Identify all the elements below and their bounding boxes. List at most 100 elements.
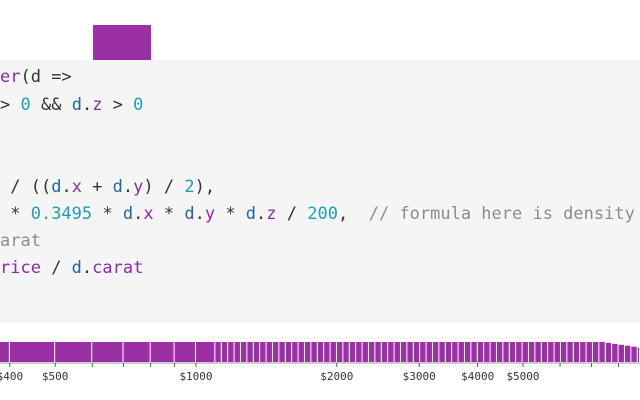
histogram-bar: [150, 342, 174, 362]
code-token: &&: [30, 95, 72, 115]
code-token: .: [81, 258, 93, 278]
histogram-bar: [174, 342, 195, 362]
histogram-bar: [471, 342, 477, 362]
code-token: d: [71, 95, 82, 115]
histogram-bar: [599, 342, 605, 362]
histogram-bar: [279, 342, 285, 362]
histogram-bar: [413, 342, 420, 362]
histogram-bar: [586, 342, 592, 362]
code-token: *: [0, 204, 31, 224]
code-token: (d =>: [20, 67, 72, 87]
code-cell[interactable]: er(d => > 0 && d.z > 0 / ((d.x + d.y) / 2…: [0, 60, 640, 323]
histogram-bar: [490, 342, 496, 362]
code-token: .: [133, 204, 144, 224]
code-token: 0.3495: [30, 204, 93, 224]
code-token: 200: [307, 204, 338, 224]
histogram-bar: [260, 342, 266, 362]
code-token: 0: [133, 95, 144, 115]
price-histogram: $400 $500 $1000 $2000 $3000 $4000 $5000: [0, 342, 640, 383]
code-token: d: [71, 258, 82, 278]
histogram-bar: [522, 342, 528, 362]
code-token: /: [40, 258, 72, 278]
histogram-bar: [228, 342, 234, 362]
code-token: d: [122, 204, 134, 224]
histogram-bar: [400, 342, 407, 362]
histogram-bar: [92, 342, 123, 362]
code-token: 0: [20, 95, 31, 115]
histogram-bar: [605, 342, 612, 362]
code-token: .: [81, 95, 93, 115]
code-token: 2: [184, 177, 195, 197]
histogram-bar: [311, 342, 317, 362]
histogram-bar: [580, 342, 586, 362]
code-token: ),: [194, 177, 216, 197]
histogram-bar: [247, 342, 253, 362]
histogram-bar: [221, 342, 228, 362]
histogram-axis: $400 $500 $1000 $2000 $3000 $4000 $5000: [0, 362, 640, 383]
histogram-bar: [298, 342, 304, 362]
code-token: arat: [0, 231, 41, 251]
code-token: >: [0, 95, 21, 115]
code-token: +: [81, 177, 113, 197]
histogram-bar: [426, 342, 432, 362]
code-token: .: [122, 177, 134, 197]
histogram-bar: [292, 342, 298, 362]
histogram-bar: [356, 342, 362, 362]
code-line: er(d =>: [0, 64, 72, 90]
histogram-bar: [509, 342, 516, 362]
code-token: d: [184, 204, 195, 224]
histogram-bar: [215, 342, 221, 362]
histogram-bar: [560, 342, 567, 362]
histogram-bar: [394, 342, 400, 362]
code-token: // formula here is density: [368, 204, 635, 224]
histogram-bar: [304, 342, 311, 362]
histogram-bar: [503, 342, 509, 362]
tick-label: $5000: [506, 370, 539, 383]
code-token: z: [92, 95, 103, 115]
tick-label: $500: [42, 370, 69, 383]
histogram-bar: [618, 344, 624, 362]
histogram-bar: [439, 342, 445, 362]
histogram-bar: [388, 342, 394, 362]
code-line: arat: [0, 228, 41, 254]
code-token: >: [102, 95, 134, 115]
code-token: y: [204, 204, 216, 224]
tick-label: $2000: [320, 370, 353, 383]
code-token: .: [256, 204, 267, 224]
histogram-bar: [631, 346, 637, 362]
histogram-bar: [362, 342, 368, 362]
code-token: / ((: [0, 177, 52, 197]
code-token: ) /: [143, 177, 185, 197]
histogram-bar: [516, 342, 522, 362]
code-line: rice / d.carat: [0, 255, 143, 281]
histogram-bar: [381, 342, 388, 362]
histogram-bar: [420, 342, 426, 362]
histogram-bar: [637, 347, 639, 362]
histogram-bar: [336, 342, 343, 362]
code-token: .: [61, 177, 72, 197]
histogram-bar: [196, 342, 215, 362]
code-line: > 0 && d.z > 0: [0, 92, 143, 118]
histogram-bar: [123, 342, 150, 362]
histogram-bar: [253, 342, 260, 362]
histogram-bar: [266, 342, 272, 362]
histogram-bar: [535, 342, 541, 362]
histogram-bar: [612, 343, 618, 362]
tick-label: $1000: [179, 370, 212, 383]
code-line: * 0.3495 * d.x * d.y * d.z / 200, // for…: [0, 201, 635, 227]
histogram-bars: [0, 342, 639, 362]
histogram-bar: [407, 342, 413, 362]
code-token: x: [143, 204, 154, 224]
code-token: /: [276, 204, 308, 224]
histogram-bar: [55, 342, 92, 362]
code-token: rice: [0, 258, 41, 278]
histogram-bar: [375, 342, 381, 362]
histogram-bar: [349, 342, 356, 362]
histogram-bar: [452, 342, 458, 362]
code-token: carat: [92, 258, 144, 278]
histogram-bar: [554, 342, 560, 362]
tick-label: $4000: [461, 370, 494, 383]
histogram-bar: [9, 342, 55, 362]
histogram-bar: [324, 342, 330, 362]
histogram-bar: [548, 342, 554, 362]
